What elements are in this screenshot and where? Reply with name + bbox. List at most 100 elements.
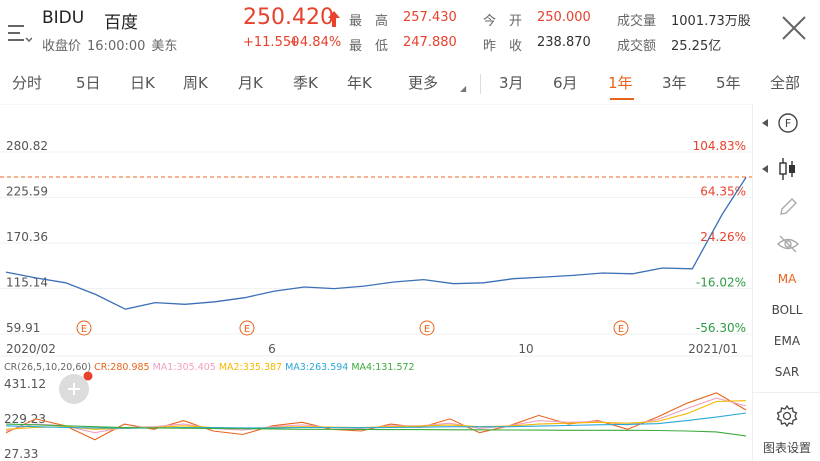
quote-header: BIDU 百度 收盘价 16:00:00 美东 250.420 +11.550 +4… [0,0,820,62]
price-line [5,177,747,310]
y-tick-label: 170.36 [6,230,48,244]
indicator-ema[interactable]: EMA [773,334,801,348]
x-tick-label: 2020/02 [6,342,56,356]
amount-label: 成交额 [617,39,657,54]
tab-quarterly-k[interactable]: 季K [293,74,318,92]
prev-close-label: 昨 收 [483,39,523,54]
indicator-sar[interactable]: SAR [774,365,800,379]
pencil-icon[interactable] [777,196,799,218]
event-marker [419,320,435,336]
indicator-ma[interactable]: MA [777,272,797,286]
up-arrow-icon [328,11,340,27]
gear-icon[interactable] [775,404,799,428]
low-value: 247.880 [403,35,457,50]
tab-1year[interactable]: 1年 [608,74,633,92]
tab-6month[interactable]: 6月 [553,74,578,92]
amount-value: 25.25亿 [671,39,722,54]
price-chart[interactable]: 280.82 225.59 170.36 115.14 59.91 104.83% 64.3… [0,103,752,461]
legend-ma1: MA1:305.405 [153,362,219,373]
tab-more[interactable]: 更多 [408,74,439,92]
last-price: 250.420 [243,5,334,30]
notification-dot [83,371,93,381]
pct-tick-label: -56.30% [696,321,746,335]
tab-intraday[interactable]: 分时 [12,74,43,92]
more-caret-icon: ◢ [460,84,467,93]
candlestick-icon[interactable] [777,156,797,182]
legend-ma4: MA4:131.572 [351,362,414,373]
tab-weekly-k[interactable]: 周K [183,74,208,92]
prev-close-value: 238.870 [537,35,591,50]
status-zone: 美东 [151,39,178,54]
tab-divider [480,74,481,94]
tab-5year[interactable]: 5年 [716,74,741,92]
y-tick-label: 115.14 [6,276,48,290]
legend-ma3: MA3:263.594 [285,362,351,373]
x-tick-label: 10 [518,342,533,356]
main-price-chart: 280.82 225.59 170.36 115.14 59.91 104.83% 64.3… [0,139,752,357]
event-marker-label: E [81,324,87,335]
y-tick-label: 225.59 [6,185,48,199]
open-value: 250.000 [537,10,591,25]
high-value: 257.430 [403,10,457,25]
sub-y-tick-label: 431.12 [4,377,46,391]
price-change: +11.550 [243,35,300,50]
stock-symbol: BIDU [42,8,85,28]
cr-title: CR(26,5,10,20,60) [4,362,94,373]
stock-name: 百度 [104,13,138,33]
pct-tick-label: 64.35% [700,185,746,199]
chart-area: 280.82 225.59 170.36 115.14 59.91 104.83% 64.3… [0,103,752,461]
tab-3year[interactable]: 3年 [662,74,687,92]
series-ma2 [5,400,747,430]
event-marker-label: E [618,324,624,335]
pct-tick-label: 104.83% [693,139,746,153]
status-label: 收盘价 [42,39,82,54]
open-label: 今 开 [483,14,523,29]
event-marker-label: E [244,324,250,335]
cr-legend: CR(26,5,10,20,60) CR:280.985 MA1:305.405… [4,362,415,373]
legend-cr: CR:280.985 [94,362,152,373]
active-tab-indicator [610,98,634,100]
tab-daily-k[interactable]: 日K [130,74,155,92]
left-caret-icon [762,165,768,173]
period-tabs: 分时 5日 日K 周K 月K 季K 年K 更多 ◢ 3月 6月 1年 3年 5年… [0,66,820,102]
tab-monthly-k[interactable]: 月K [238,74,263,92]
cr-indicator-chart: CR(26,5,10,20,60) CR:280.985 MA1:305.405… [4,362,747,461]
tab-all[interactable]: 全部 [770,74,801,92]
price-change-pct: +4.84% [289,35,342,50]
market-status: 收盘价 16:00:00 美东 [42,35,183,54]
x-tick-label: 6 [268,342,276,356]
f-circle-icon[interactable]: F [777,112,799,134]
series-cr [5,392,747,441]
series-ma3 [5,412,747,429]
series-ma4 [5,423,747,437]
y-tick-label: 280.82 [6,139,48,153]
menu-icon[interactable] [8,22,32,44]
event-marker [239,320,255,336]
pct-tick-label: -16.02% [696,276,746,290]
y-tick-label: 59.91 [6,321,40,335]
eye-off-icon[interactable] [776,234,800,254]
indicator-boll[interactable]: BOLL [771,303,803,317]
sub-y-tick-label: 27.33 [4,447,38,461]
svg-text:F: F [785,117,791,130]
status-time: 16:00:00 [87,39,146,54]
panel-divider [753,392,820,393]
event-marker-label: E [424,324,430,335]
tab-5day[interactable]: 5日 [76,74,101,92]
high-label: 最 高 [349,14,389,29]
sub-y-tick-label: 229.23 [4,412,46,426]
tab-3month[interactable]: 3月 [499,74,524,92]
tab-yearly-k[interactable]: 年K [347,74,372,92]
chart-settings-label[interactable]: 图表设置 [762,441,811,455]
volume-label: 成交量 [617,14,657,29]
add-indicator-button[interactable] [59,371,93,405]
volume-value: 1001.73万股 [671,14,751,29]
event-marker [613,320,629,336]
close-icon[interactable] [778,12,810,44]
indicator-panel: F MA BOLL EMA SAR 图表设置 [752,104,820,461]
x-tick-label: 2021/01 [688,342,738,356]
low-label: 最 低 [349,39,389,54]
legend-ma2: MA2:335.387 [219,362,285,373]
event-marker [76,320,92,336]
left-caret-icon [762,119,768,127]
